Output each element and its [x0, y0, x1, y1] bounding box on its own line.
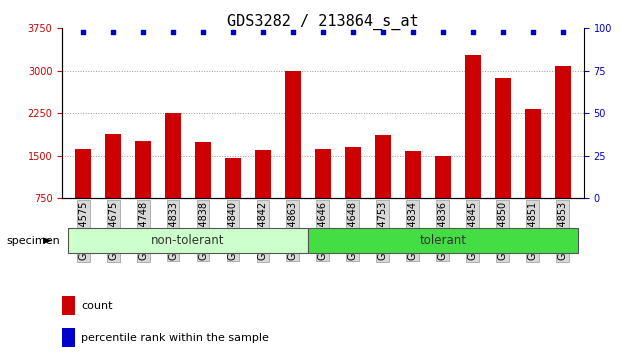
Point [168, 29, 178, 35]
Bar [225, 158, 241, 198]
Bar [435, 156, 451, 198]
Point [528, 29, 538, 35]
Point [258, 29, 268, 35]
Bar [405, 151, 421, 198]
Bar [345, 147, 361, 198]
Text: count: count [81, 301, 112, 311]
Bar [62, 328, 75, 347]
Bar [195, 142, 211, 198]
Text: tolerant: tolerant [419, 234, 466, 247]
Bar [62, 296, 75, 315]
Point [78, 29, 88, 35]
Bar [135, 141, 152, 198]
Text: GDS3282 / 213864_s_at: GDS3282 / 213864_s_at [227, 14, 419, 30]
Text: non-tolerant: non-tolerant [152, 234, 225, 247]
Bar [465, 55, 481, 198]
Text: percentile rank within the sample: percentile rank within the sample [81, 333, 269, 343]
Point [318, 29, 328, 35]
Point [438, 29, 448, 35]
Point [228, 29, 238, 35]
Point [138, 29, 148, 35]
Bar [494, 78, 511, 198]
Point [408, 29, 418, 35]
Bar [555, 66, 571, 198]
Bar [105, 134, 121, 198]
Bar [284, 71, 301, 198]
Point [378, 29, 388, 35]
Point [468, 29, 478, 35]
FancyBboxPatch shape [68, 228, 308, 253]
Point [108, 29, 118, 35]
Point [498, 29, 508, 35]
Point [348, 29, 358, 35]
Bar [165, 113, 181, 198]
Point [558, 29, 568, 35]
Bar [75, 149, 91, 198]
FancyBboxPatch shape [308, 228, 578, 253]
Text: specimen: specimen [6, 236, 60, 246]
Text: ►: ► [43, 234, 53, 247]
Bar [525, 109, 541, 198]
Point [288, 29, 298, 35]
Bar [315, 149, 331, 198]
Bar [255, 150, 271, 198]
Bar [374, 135, 391, 198]
Point [198, 29, 208, 35]
